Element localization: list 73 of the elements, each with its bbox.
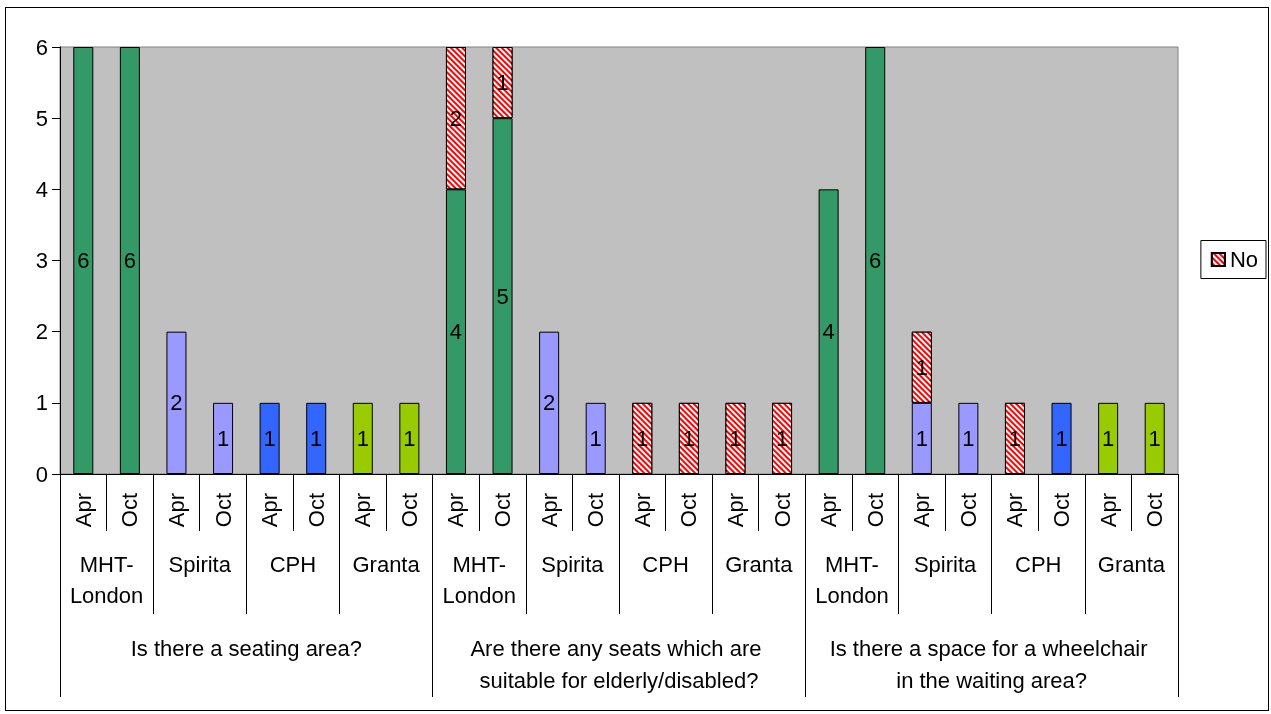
data-label: 6 — [77, 248, 90, 273]
text: Is there a space for a wheelchair in the waiting area? — [829, 635, 1154, 693]
data-label: 4 — [449, 319, 463, 345]
text: CPH — [269, 552, 317, 577]
text: Is there a seating area? — [130, 635, 362, 661]
x-tick-label: Apr — [909, 493, 935, 528]
data-label: 2 — [543, 390, 556, 416]
data-label: 1 — [636, 425, 649, 451]
text: MHT-London — [442, 552, 516, 608]
text: Spirita — [541, 552, 605, 577]
x-tick-label: Apr — [629, 493, 655, 528]
x-tick-label: Apr — [257, 493, 283, 528]
data-label: 1 — [403, 425, 416, 451]
data-label: 2 — [170, 390, 183, 416]
x-tick-label: Oct — [769, 493, 795, 528]
y-tick-label: 4 — [35, 176, 48, 202]
text: Are there any seats which are suitable for elderly/disabled? — [470, 635, 768, 693]
data-label: 1 — [216, 425, 230, 451]
data-label: 1 — [729, 425, 742, 451]
text: CPH — [1015, 552, 1062, 577]
text: Granta — [725, 552, 794, 577]
x-tick-label: Oct — [583, 493, 609, 528]
x-tick-label: Apr — [70, 493, 96, 528]
x-tick-label: Oct — [490, 493, 516, 528]
x-tick-label: Apr — [163, 493, 189, 528]
text: MHT-London — [69, 552, 144, 608]
x-tick-label: Apr — [1095, 493, 1121, 528]
y-tick-label: 3 — [35, 248, 48, 273]
x-tick-label: Oct — [117, 493, 143, 528]
data-label: 1 — [775, 425, 789, 451]
data-label: 1 — [962, 425, 975, 451]
x-tick-label: Oct — [210, 493, 236, 528]
data-label: 2 — [449, 105, 463, 131]
x-tick-label: Oct — [676, 493, 702, 528]
data-label: 4 — [822, 319, 835, 345]
x-tick-label: Apr — [722, 493, 748, 528]
x-tick-label: Apr — [350, 493, 376, 528]
x-tick-label: Oct — [1142, 493, 1168, 528]
text: Granta — [352, 552, 421, 577]
data-label: 6 — [123, 248, 136, 273]
data-label: 1 — [263, 425, 276, 451]
data-label: 1 — [310, 425, 323, 451]
data-label: 1 — [915, 354, 928, 380]
text: Granta — [1097, 552, 1166, 577]
data-label: 1 — [915, 425, 928, 451]
data-label: 6 — [869, 248, 882, 273]
data-label: 1 — [356, 425, 369, 451]
y-tick-label: 6 — [35, 34, 48, 60]
text: Spirita — [913, 552, 978, 577]
x-tick-label: Apr — [1002, 493, 1028, 528]
y-tick-label: 1 — [35, 390, 48, 416]
x-tick-label: Oct — [955, 493, 981, 528]
data-label: 1 — [589, 425, 602, 451]
data-label: 1 — [1055, 425, 1068, 451]
data-label: 1 — [1148, 425, 1161, 451]
data-label: 5 — [496, 283, 509, 309]
text: Spirita — [168, 552, 232, 577]
x-tick-label: Apr — [816, 493, 842, 528]
data-label: 1 — [1008, 425, 1022, 451]
data-label: 1 — [496, 70, 509, 96]
x-tick-label: Oct — [303, 493, 329, 528]
x-tick-label: Apr — [443, 493, 469, 528]
text: MHT-London — [815, 552, 889, 608]
x-tick-label: Oct — [396, 493, 422, 528]
y-tick-label: 0 — [35, 461, 48, 487]
text: CPH — [642, 552, 689, 577]
y-tick-label: 2 — [35, 319, 48, 345]
data-label: 1 — [1102, 425, 1115, 451]
x-tick-label: Apr — [536, 493, 562, 528]
legend-label: No — [1229, 247, 1258, 272]
y-tick-label: 5 — [35, 105, 48, 131]
x-tick-label: Oct — [1049, 493, 1075, 528]
x-tick-label: Oct — [862, 493, 888, 528]
